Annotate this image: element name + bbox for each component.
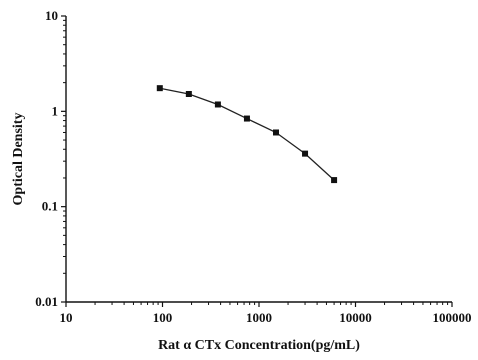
y-axis-title: Optical Density [11,113,26,206]
series-standard-curve [156,85,338,184]
y-tick-label: 1 [52,103,59,118]
data-point [331,177,338,184]
data-point [185,90,192,97]
series-line [159,87,335,181]
data-point [214,101,221,108]
axes [65,16,452,303]
y-tick-label: 10 [45,8,58,23]
x-tick-label: 100 [153,310,173,325]
data-point [302,150,309,157]
x-axis-tick-labels: 10 100 1000 10000 100000 [60,310,472,325]
y-tick-label: 0.01 [35,294,58,309]
data-point [272,129,279,136]
y-axis-ticks [61,15,66,303]
x-tick-label: 10000 [339,310,372,325]
x-axis-title: Rat α CTx Concentration(pg/mL) [158,338,360,353]
data-point [156,85,163,92]
x-tick-label: 10 [60,310,73,325]
y-tick-label: 0.1 [42,199,58,214]
data-point [243,115,250,122]
y-axis-tick-labels: 0.01 0.1 1 10 [35,8,58,309]
x-tick-label: 100000 [433,310,472,325]
x-tick-label: 1000 [246,310,272,325]
x-axis-ticks [65,302,453,307]
